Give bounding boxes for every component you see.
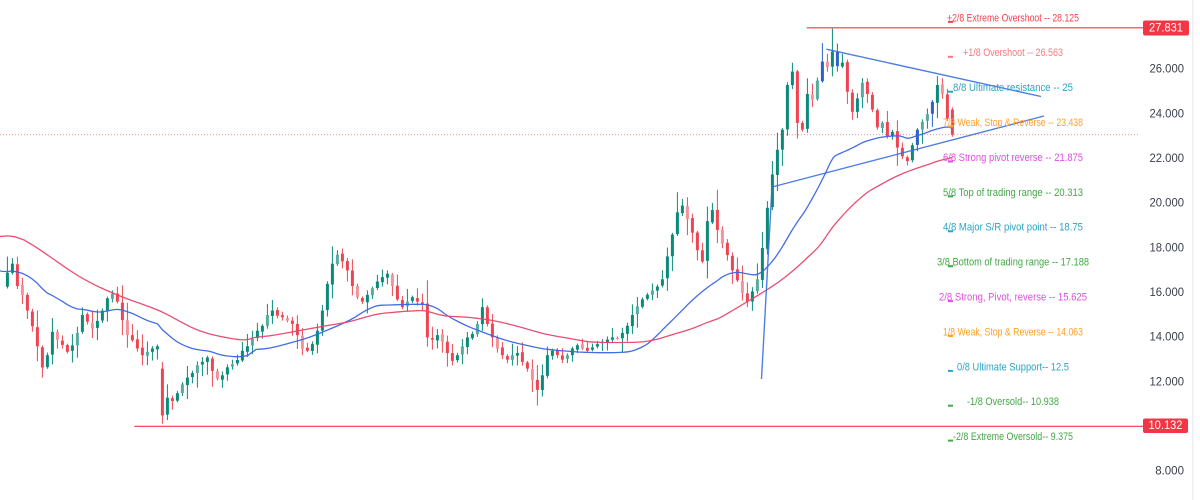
svg-text:3/8 Bottom of trading range --: 3/8 Bottom of trading range -- 17.188 [937, 257, 1089, 269]
svg-text:5/8 Top of trading range -- 2: 5/8 Top of trading range -- 20.313 [943, 187, 1083, 199]
svg-text:+2/8 Extreme Overshoot -- 28.: +2/8 Extreme Overshoot -- 28.125 [947, 12, 1079, 24]
svg-text:8.000: 8.000 [1155, 464, 1184, 478]
svg-text:-1/8 Oversold-- 10.938: -1/8 Oversold-- 10.938 [967, 396, 1059, 408]
svg-text:0/8 Ultimate Support-- 12.5: 0/8 Ultimate Support-- 12.5 [957, 361, 1069, 373]
svg-text:1/8 Weak, Stop & Reverse -- 1: 1/8 Weak, Stop & Reverse -- 14.063 [943, 326, 1083, 338]
svg-text:18.000: 18.000 [1150, 240, 1185, 254]
svg-text:8/8 Ultimate resistance -- 25: 8/8 Ultimate resistance -- 25 [953, 82, 1073, 94]
svg-text:4/8 Major S/R pivot point --: 4/8 Major S/R pivot point -- 18.75 [943, 222, 1083, 234]
svg-text:10.132: 10.132 [1149, 420, 1183, 432]
svg-text:7/8 Weak, Stop & Reverse -- 2: 7/8 Weak, Stop & Reverse -- 23.438 [943, 117, 1083, 129]
svg-text:16.000: 16.000 [1150, 285, 1185, 299]
svg-text:+1/8 Overshoot -- 26.563: +1/8 Overshoot -- 26.563 [963, 47, 1063, 59]
svg-text:12.000: 12.000 [1150, 374, 1185, 388]
svg-text:14.000: 14.000 [1150, 330, 1185, 344]
svg-text:24.000: 24.000 [1150, 106, 1185, 120]
svg-text:27.831: 27.831 [1149, 23, 1183, 35]
svg-text:6/8 Strong pivot reverse -- 2: 6/8 Strong pivot reverse -- 21.875 [943, 152, 1083, 164]
svg-text:26.000: 26.000 [1150, 62, 1185, 76]
svg-text:2/8 Strong, Pivot, reverse --: 2/8 Strong, Pivot, reverse -- 15.625 [939, 292, 1087, 304]
svg-text:22.000: 22.000 [1150, 151, 1185, 165]
svg-text:20.000: 20.000 [1150, 196, 1185, 210]
svg-text:-2/8 Extreme Oversold-- 9.375: -2/8 Extreme Oversold-- 9.375 [953, 431, 1073, 443]
